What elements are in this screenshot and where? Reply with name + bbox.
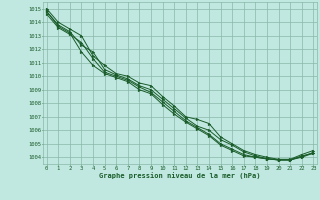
X-axis label: Graphe pression niveau de la mer (hPa): Graphe pression niveau de la mer (hPa) xyxy=(99,172,261,179)
